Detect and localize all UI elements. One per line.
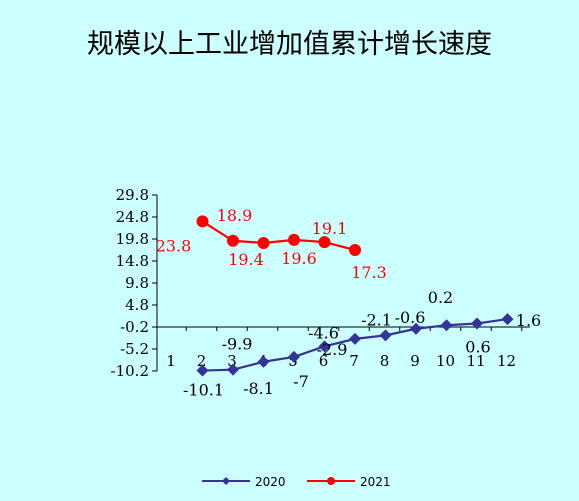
series-2020-point (288, 350, 300, 363)
series-2020-data-label: -8.1 (243, 379, 274, 398)
y-tick-label: 19.8 (116, 230, 149, 248)
series-2020-point (471, 317, 483, 330)
series-layer (196, 215, 514, 377)
x-tick-label: 2 (197, 352, 207, 370)
x-tick-label: 7 (349, 352, 359, 370)
series-2021-point (196, 215, 209, 228)
x-tick-label: 12 (497, 352, 516, 370)
x-axis-ticks: 123456789101112 (166, 327, 523, 370)
series-2021-point (318, 236, 331, 249)
data-labels-layer: -10.1 -9.9 -8.1 -7 -4.6-2.9 -2.1 -0.60.2 0.6 1.6… (156, 206, 542, 400)
series-2021-data-label: 19.6 (281, 249, 317, 268)
series-2021-data-label: 17.3 (351, 263, 387, 282)
series-2020-data-label: -2.9 (317, 340, 348, 359)
x-tick-label: 10 (436, 352, 455, 370)
series-2020-data-label: -9.9 (222, 335, 253, 354)
series-2020-data-label: -10.1 (183, 381, 224, 400)
series-2020-point (257, 355, 270, 368)
y-tick-label: 9.8 (125, 274, 149, 292)
series-2021-data-label: 19.4 (228, 250, 264, 269)
series-2020-data-label: -0.6 (395, 308, 426, 327)
series-2020-data-label: 0.6 (465, 337, 490, 356)
series-2020-point (501, 313, 514, 326)
y-tick-label: -5.2 (120, 340, 149, 358)
x-tick-label: 3 (227, 352, 237, 370)
series-2021-point (349, 244, 361, 256)
y-axis-ticks: 29.8 24.8 19.8 14.8 9.8 4.8 -0.2 -5.2 -10.2 (111, 186, 157, 380)
x-tick-label: 6 (319, 352, 329, 370)
series-2020-point (440, 319, 453, 332)
series-2020-data-label: 0.2 (428, 288, 453, 307)
series-2020-point (318, 340, 331, 353)
legend: 2020 2021 (202, 475, 391, 489)
series-2020-point (196, 364, 209, 377)
series-2020-data-label: -2.1 (361, 310, 392, 329)
y-tick-label: 4.8 (125, 296, 149, 314)
series-2021-data-label: 19.1 (312, 219, 348, 238)
x-tick-label: 9 (410, 352, 420, 370)
x-tick-label: 11 (466, 352, 485, 370)
series-2020-point (349, 332, 361, 345)
series-2020-point (410, 322, 422, 335)
series-2021-data-label: 18.9 (217, 206, 253, 225)
series-2020-point (379, 329, 392, 342)
y-tick-label: 24.8 (116, 208, 149, 226)
series-2020-data-label: -4.6 (308, 323, 339, 342)
series-2020-data-label: -7 (293, 372, 309, 391)
series-2021-point (257, 236, 270, 249)
series-2021-point (288, 233, 300, 246)
x-tick-label: 8 (380, 352, 390, 370)
y-tick-label: 14.8 (116, 252, 149, 270)
y-tick-label: -10.2 (111, 362, 149, 380)
legend-2021-label: 2021 (360, 475, 391, 489)
series-2020-point (227, 363, 239, 376)
y-tick-label: 29.8 (116, 186, 149, 204)
series-2021-point (227, 234, 239, 247)
legend-2021-marker (327, 477, 335, 485)
series-2021-data-label: 23.8 (156, 236, 192, 255)
x-tick-label: 1 (166, 352, 176, 370)
chart-title: 规模以上工业增加值累计增长速度 (87, 29, 492, 60)
legend-2020-marker (222, 477, 230, 485)
legend-2020-label: 2020 (255, 475, 286, 489)
series-2020-data-label: 1.6 (516, 311, 541, 330)
y-tick-label: -0.2 (120, 318, 149, 336)
